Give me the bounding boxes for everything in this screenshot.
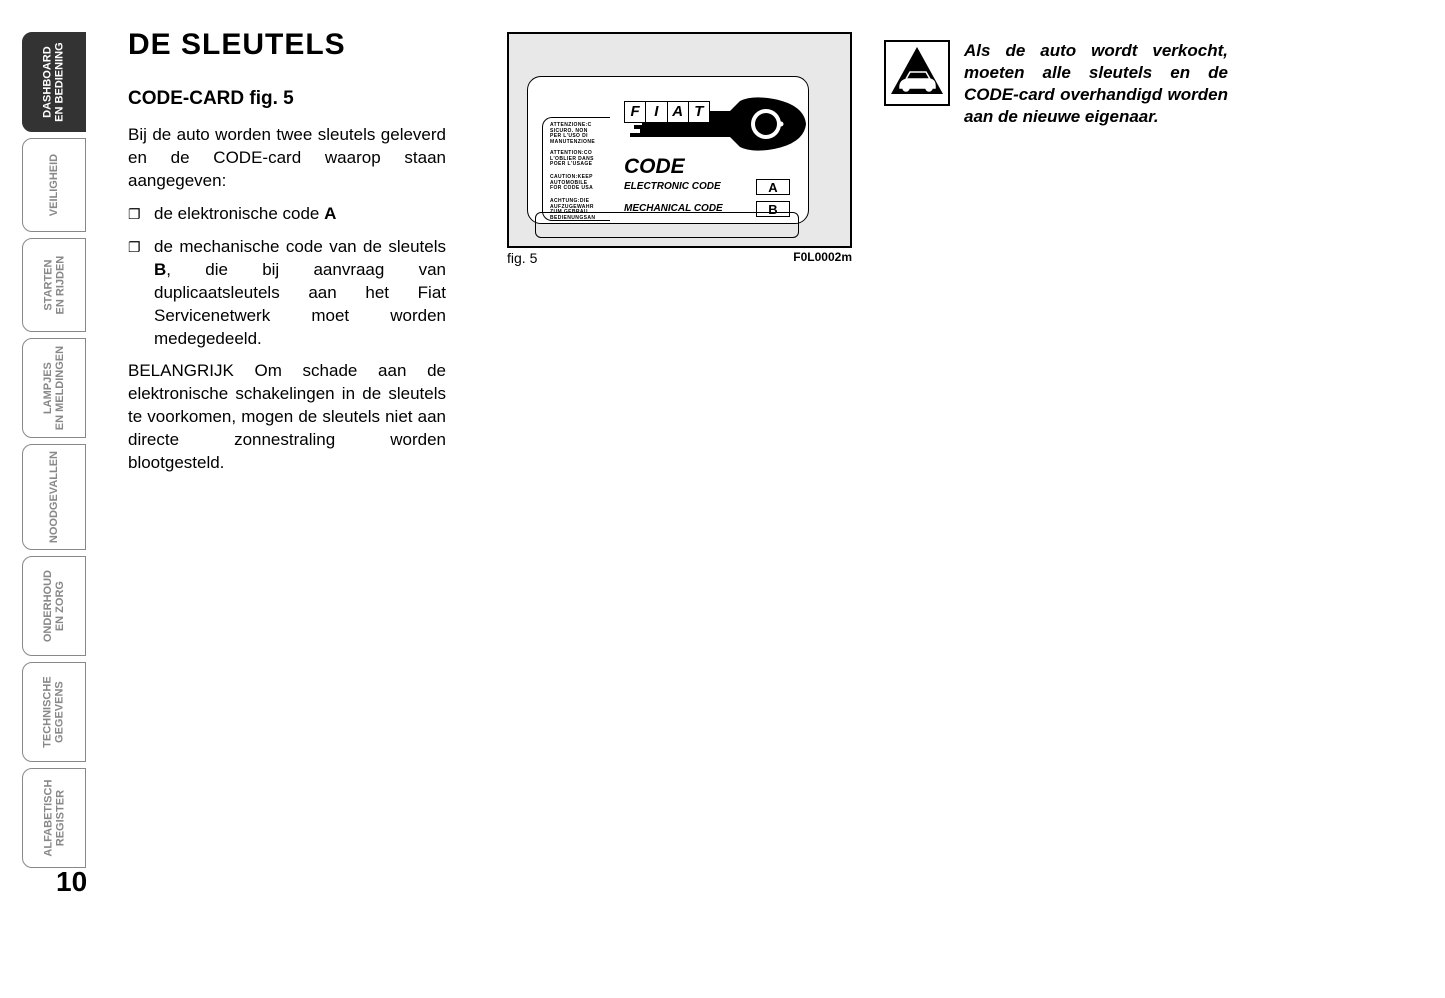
code-title: CODE	[624, 155, 685, 179]
important-paragraph: BELANGRIJK Om schade aan de elektronisch…	[128, 360, 446, 475]
fiat-letter: F	[625, 102, 646, 122]
bullet-list: de elektronische code A de mechanische co…	[128, 203, 446, 351]
sidebar-tabs: DASHBOARDEN BEDIENING VEILIGHEID STARTENEN…	[22, 32, 86, 874]
sidebar-tab-label: TECHNISCHEGEGEVENS	[42, 676, 66, 748]
bullet-item: de elektronische code A	[128, 203, 446, 226]
warning-icon	[884, 40, 950, 106]
sidebar-tab-label: ONDERHOUDEN ZORG	[42, 570, 66, 642]
intro-paragraph: Bij de auto worden twee sleutels gelever…	[128, 124, 446, 193]
sidebar-tab[interactable]: STARTENEN RIJDEN	[22, 238, 86, 332]
sidebar-tab[interactable]: ONDERHOUDEN ZORG	[22, 556, 86, 656]
electronic-code-label: ELECTRONIC CODE	[624, 181, 721, 192]
sidebar-tab[interactable]: DASHBOARDEN BEDIENING	[22, 32, 86, 132]
figure-label: fig. 5	[507, 250, 537, 266]
code-a-box: A	[756, 179, 790, 195]
main-text-column: DE SLEUTELS CODE-CARD fig. 5 Bij de auto…	[128, 28, 446, 485]
fiat-letter: A	[668, 102, 689, 122]
sidebar-tab-label: LAMPJESEN MELDINGEN	[42, 346, 66, 430]
figure-caption: fig. 5 F0L0002m	[507, 250, 852, 266]
figure-box: FIAT CODE ELECTRONIC CODE A MECHANICAL C…	[507, 32, 852, 248]
figure-column: FIAT CODE ELECTRONIC CODE A MECHANICAL C…	[507, 32, 852, 266]
sidebar-tab-label: STARTENEN RIJDEN	[42, 256, 66, 315]
sidebar-tab-label: VEILIGHEID	[48, 154, 60, 216]
sub-heading: CODE-CARD fig. 5	[128, 88, 446, 110]
page-number: 10	[56, 866, 87, 898]
warning-column: Als de auto wordt verkocht, moeten alle …	[884, 40, 1228, 128]
page-heading: DE SLEUTELS	[128, 28, 446, 62]
sidebar-tab-label: NOODGEVALLEN	[48, 451, 60, 543]
signature-strip	[535, 212, 799, 238]
warning-block: Als de auto wordt verkocht, moeten alle …	[884, 40, 1228, 128]
warning-text: Als de auto wordt verkocht, moeten alle …	[964, 40, 1228, 128]
bullet-item: de mechanische code van de sleutels B, d…	[128, 236, 446, 351]
code-card: FIAT CODE ELECTRONIC CODE A MECHANICAL C…	[527, 76, 809, 224]
fiat-logo: FIAT	[624, 101, 710, 123]
card-inner-frame	[542, 117, 610, 221]
sidebar-tab[interactable]: NOODGEVALLEN	[22, 444, 86, 550]
figure-ref: F0L0002m	[793, 250, 852, 266]
fiat-letter: T	[689, 102, 709, 122]
sidebar-tab-label: DASHBOARDEN BEDIENING	[42, 42, 66, 121]
sidebar-tab[interactable]: TECHNISCHEGEGEVENS	[22, 662, 86, 762]
sidebar-tab[interactable]: VEILIGHEID	[22, 138, 86, 232]
fiat-letter: I	[646, 102, 667, 122]
sidebar-tab[interactable]: LAMPJESEN MELDINGEN	[22, 338, 86, 438]
sidebar-tab-label: ALFABETISCHREGISTER	[42, 780, 66, 857]
sidebar-tab[interactable]: ALFABETISCHREGISTER	[22, 768, 86, 868]
